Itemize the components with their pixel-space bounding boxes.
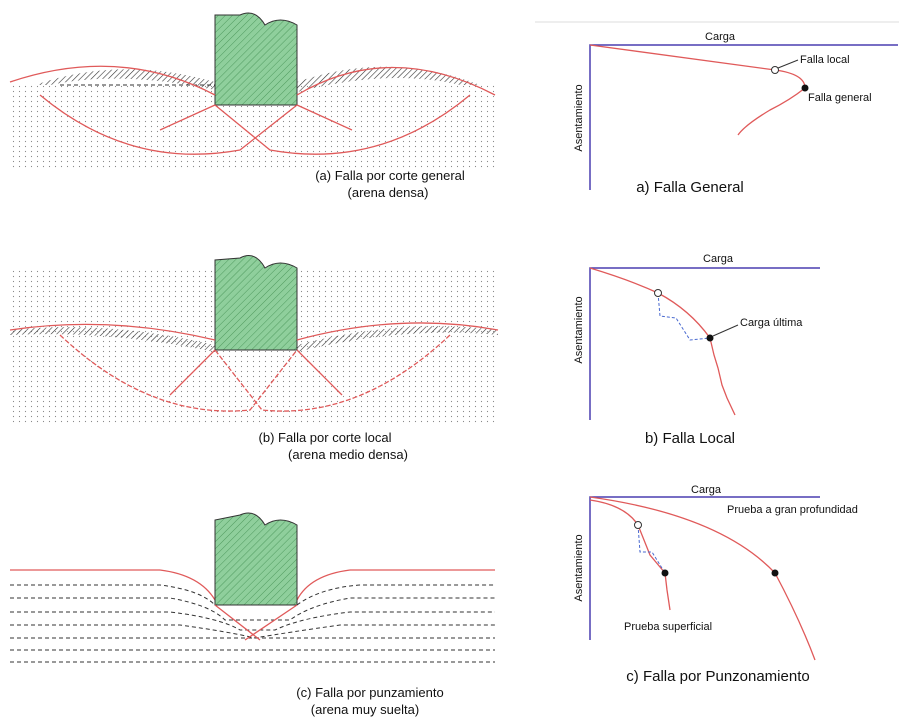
- load-curve: [589, 496, 816, 661]
- point: [706, 334, 714, 342]
- load-curve: [589, 499, 671, 611]
- slip-line: [9, 65, 216, 96]
- point: [801, 84, 809, 92]
- annotation: Prueba a gran profundidad: [727, 504, 858, 516]
- point: [654, 289, 662, 297]
- footing: [214, 512, 298, 606]
- point: [771, 569, 779, 577]
- heave: [297, 66, 480, 92]
- dashed-curve: [657, 292, 711, 341]
- slip-line: [159, 569, 351, 601]
- caption: b) Falla Local: [645, 430, 735, 447]
- load-curve: [589, 44, 806, 136]
- slip-line: [214, 94, 471, 155]
- caption: c) Falla por Punzonamiento: [626, 668, 809, 685]
- axes: [589, 496, 820, 640]
- caption: (b) Falla por corte local: [259, 430, 392, 445]
- slip-line: [296, 66, 496, 96]
- load-curve: [589, 267, 736, 416]
- annotation: Falla local: [800, 54, 850, 66]
- load-label: Carga: [703, 253, 734, 265]
- curve-panel-a: Carga Asentamiento Falla local Falla gen…: [573, 31, 898, 196]
- annotation: Prueba superficial: [624, 621, 712, 633]
- caption: (c) Falla por punzamiento: [296, 685, 443, 700]
- settlement-label: Asentamiento: [573, 296, 585, 363]
- annotation: Carga última: [740, 317, 803, 329]
- subcaption: (arena muy suelta): [311, 702, 419, 717]
- caption: (a) Falla por corte general: [315, 168, 465, 183]
- slip-line: [59, 334, 451, 412]
- point: [634, 521, 642, 529]
- footing: [214, 255, 298, 351]
- slip-line: [159, 104, 353, 131]
- heave: [35, 69, 215, 90]
- leader: [777, 59, 799, 69]
- footing: [214, 12, 298, 106]
- axes: [589, 267, 820, 420]
- slip-line: [9, 322, 499, 341]
- slip-line: [39, 94, 298, 155]
- point: [661, 569, 669, 577]
- soil-panel-a: (a) Falla por corte general (arena densa…: [9, 12, 498, 200]
- leader: [712, 324, 739, 337]
- point: [771, 66, 779, 74]
- annotation: Falla general: [808, 92, 872, 104]
- caption: a) Falla General: [636, 179, 744, 196]
- curve-panel-c: Carga Asentamiento Prueba a gran profund…: [573, 484, 858, 685]
- axes: [589, 44, 898, 190]
- soil-panel-c: (c) Falla por punzamiento (arena muy sue…: [10, 512, 495, 717]
- soil-panel-b: (b) Falla por corte local (arena medio d…: [9, 255, 499, 462]
- dashed-curve: [637, 524, 666, 574]
- heave: [297, 326, 498, 352]
- soil-layers: [10, 584, 495, 663]
- slip-line: [169, 349, 343, 396]
- subcaption: (arena medio densa): [288, 447, 408, 462]
- slip-line: [214, 604, 298, 641]
- settlement-label: Asentamiento: [573, 534, 585, 601]
- settlement-label: Asentamiento: [573, 84, 585, 151]
- load-label: Carga: [705, 31, 736, 43]
- heave: [10, 327, 215, 352]
- subcaption: (arena densa): [348, 185, 429, 200]
- curve-panel-b: Carga Asentamiento Carga última b) Falla…: [573, 253, 820, 447]
- load-label: Carga: [691, 484, 722, 496]
